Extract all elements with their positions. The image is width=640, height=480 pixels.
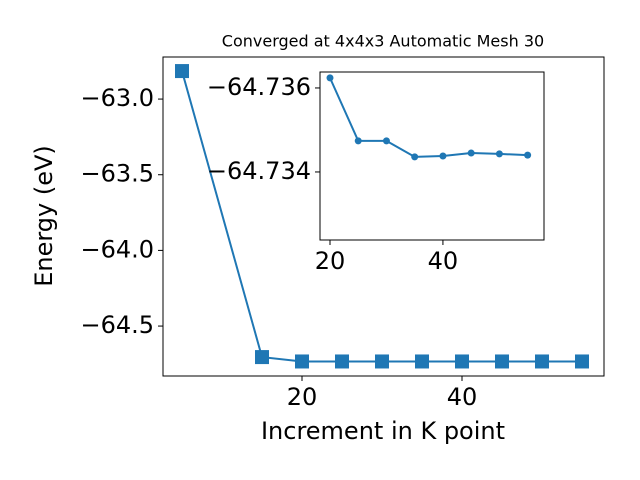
marker <box>535 354 549 369</box>
y-tick-label: −64.0 <box>80 235 154 263</box>
marker <box>326 74 334 82</box>
marker <box>575 354 589 369</box>
y-axis-label: Energy (eV) <box>30 145 58 287</box>
marker <box>495 150 503 158</box>
line <box>329 77 528 158</box>
marker <box>467 149 475 157</box>
marker <box>335 354 349 369</box>
marker <box>175 64 189 79</box>
y-tick-label: −64.736 <box>207 73 311 101</box>
marker <box>354 137 362 145</box>
x-tick-label: 40 <box>447 383 478 411</box>
chart-title: Converged at 4x4x3 Automatic Mesh 30 <box>222 32 544 51</box>
x-axis-label: Increment in K point <box>261 417 505 445</box>
x-tick-label: 40 <box>428 247 459 275</box>
marker <box>295 354 309 369</box>
marker <box>415 354 429 369</box>
marker <box>255 350 269 365</box>
x-tick-label: 20 <box>315 247 346 275</box>
marker <box>455 354 469 369</box>
marker <box>495 354 509 369</box>
marker <box>439 152 447 160</box>
line <box>181 70 582 363</box>
marker <box>411 153 419 161</box>
x-tick-label: 20 <box>287 383 318 411</box>
y-tick-label: −64.734 <box>207 157 311 185</box>
marker <box>382 137 390 145</box>
y-tick-label: −63.5 <box>80 160 154 188</box>
marker <box>375 354 389 369</box>
marker <box>524 151 532 159</box>
y-tick-label: −63.0 <box>80 84 154 112</box>
y-tick-label: −64.5 <box>80 311 154 339</box>
